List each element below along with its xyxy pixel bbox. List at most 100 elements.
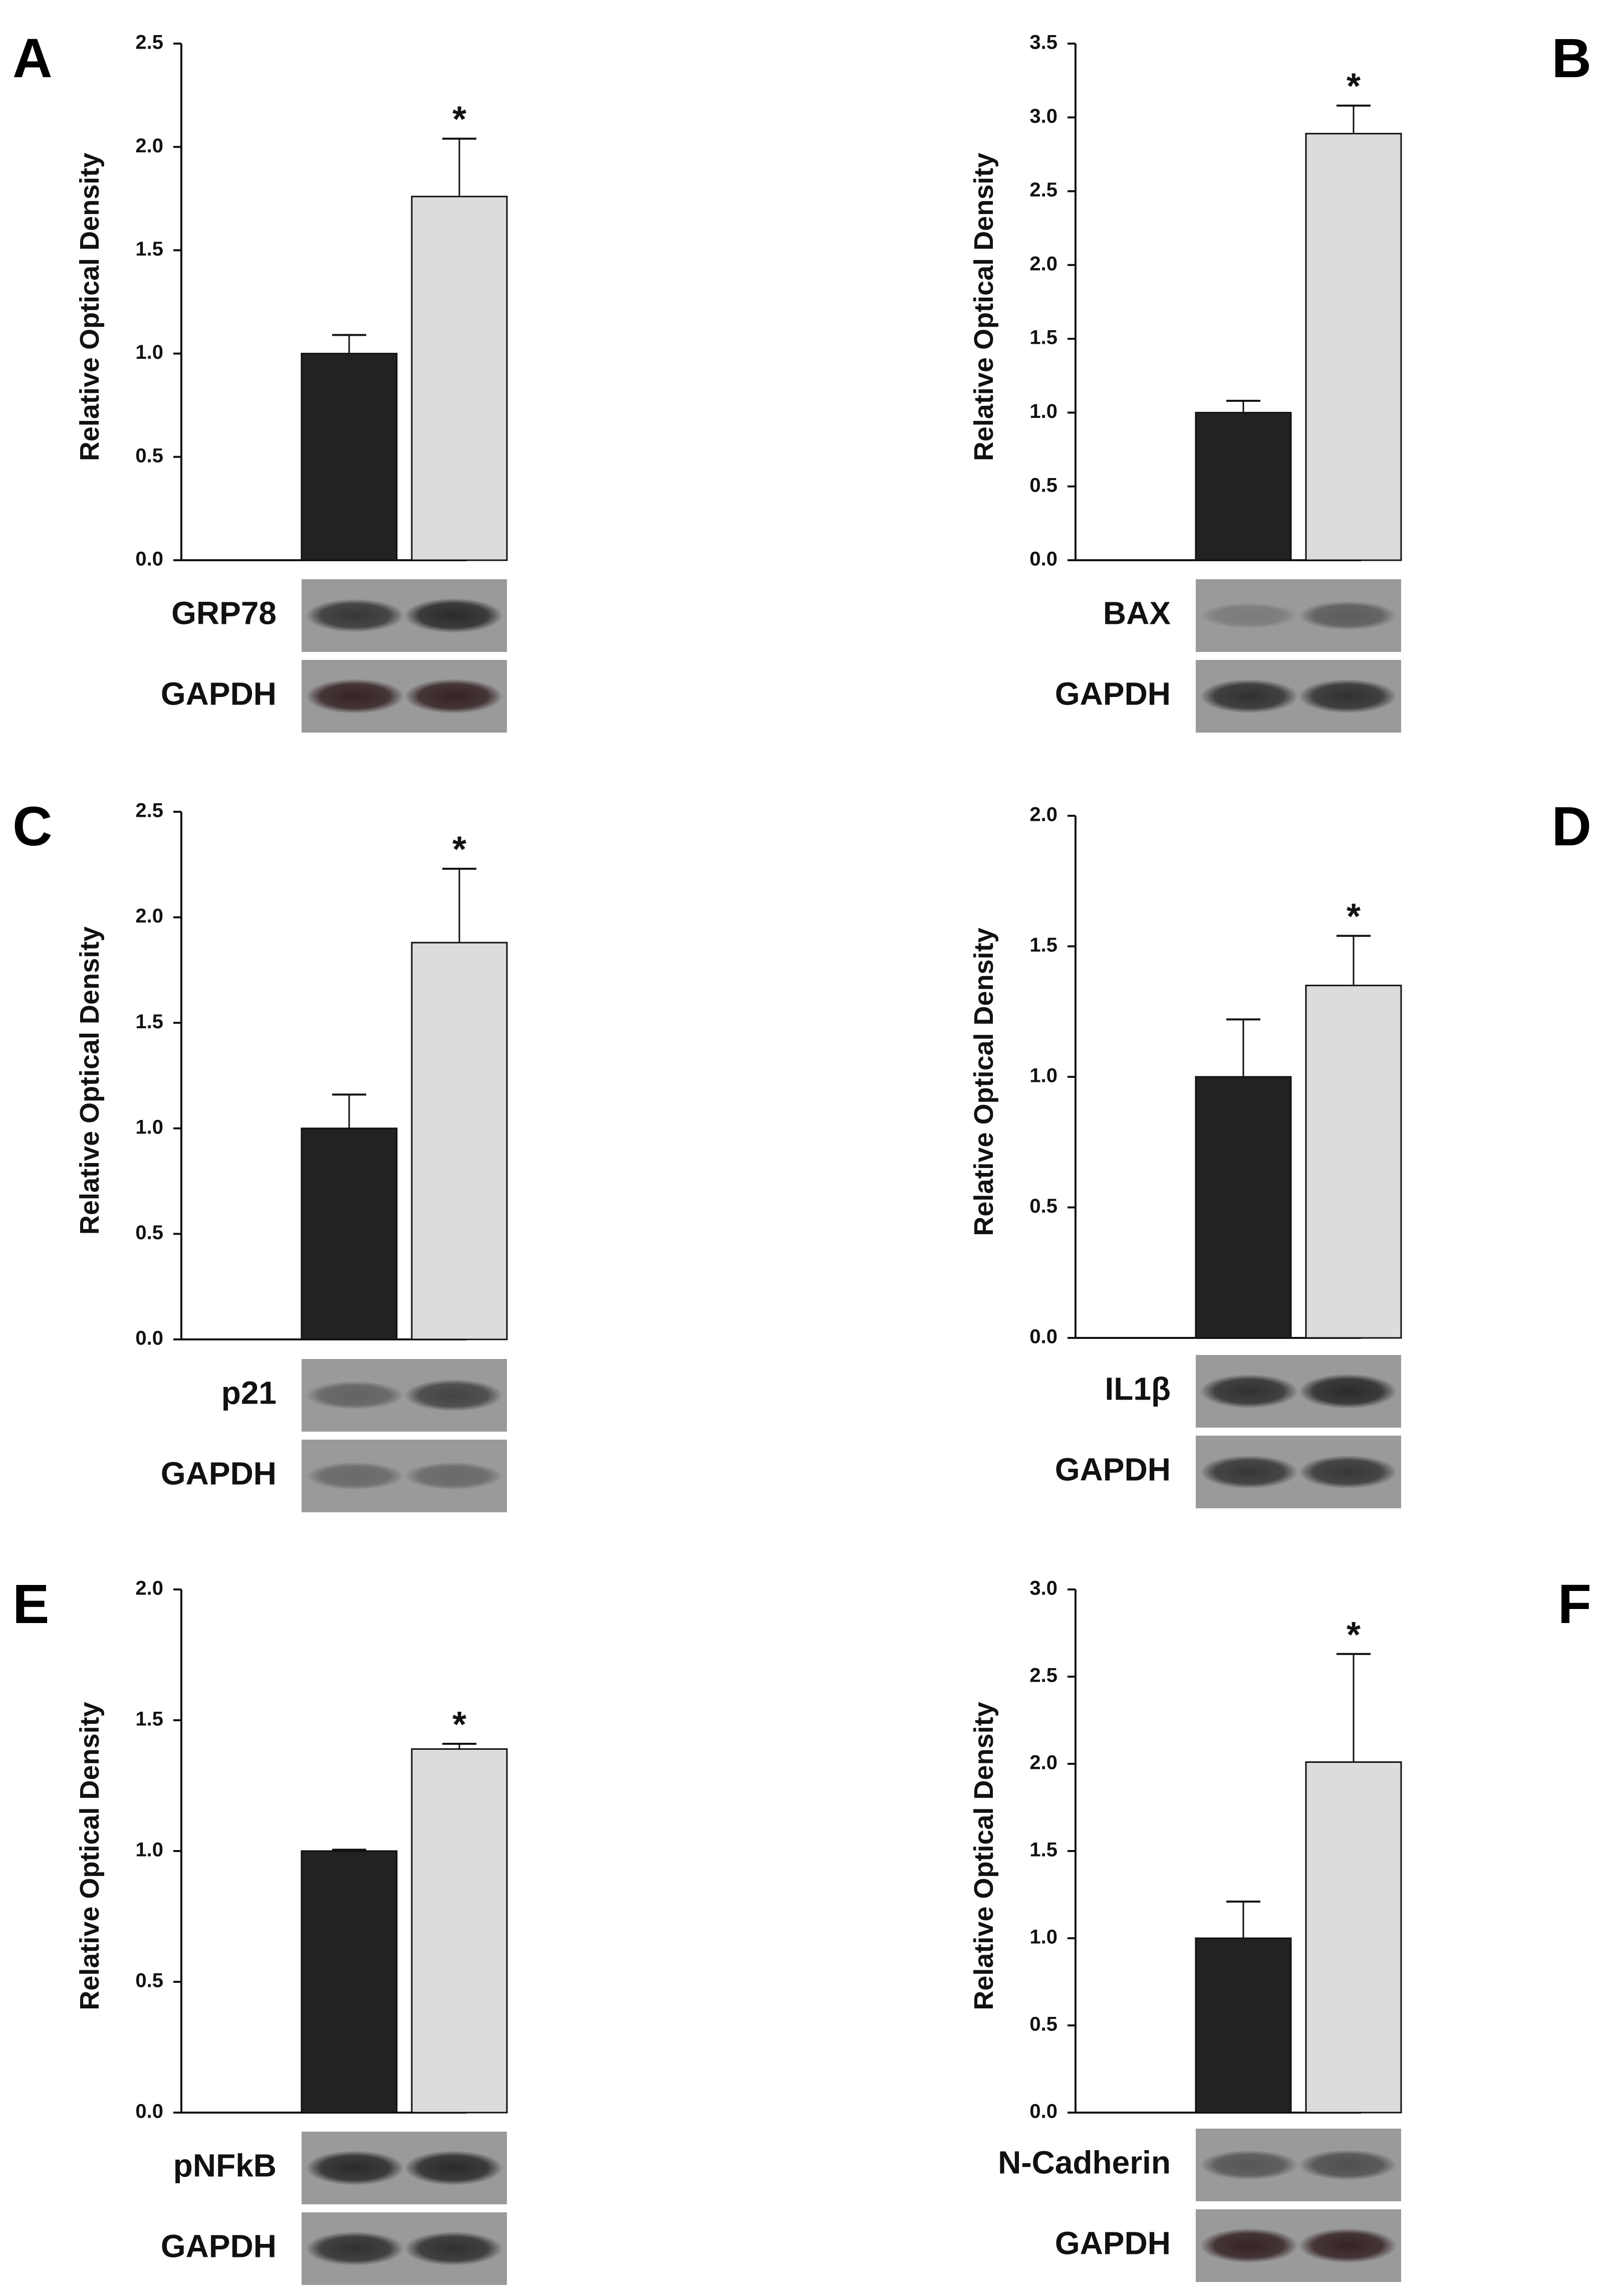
blot-band-treated [1298,601,1397,630]
blot-band-treated [404,1462,503,1490]
y-tick-label: 0.0 [1029,1326,1057,1348]
blot-label: GAPDH [1055,1451,1171,1487]
blot-band-control [1200,679,1298,714]
panel-e: E 0.0 0.5 1.0 1.5 2.0 Relative Optical Density… [13,1573,508,2285]
y-tick-label: 2.5 [135,800,163,822]
y-tick-label: 0.0 [1029,2101,1057,2123]
blot-band-treated [1298,2228,1397,2263]
y-tick-label: 2.0 [1029,804,1057,826]
y-axis-title: Relative Optical Density [75,927,105,1235]
blot-label: GAPDH [1055,2225,1171,2261]
y-tick-label: 2.0 [1029,253,1057,275]
panel-letter: B [1552,28,1591,89]
y-tick-label: 2.0 [135,1577,163,1599]
panel-d: D 0.0 0.5 1.0 1.5 2.0 Relative Optical Density… [969,796,1591,1508]
y-tick-label: 2.5 [135,32,163,54]
y-tick-label: 1.5 [1029,327,1057,349]
y-axis-title: Relative Optical Density [75,1702,105,2010]
blot-band-treated [404,678,503,714]
blot-band-treated [1298,1373,1397,1409]
blot-band-control [1200,2228,1298,2263]
bar-control [1195,1937,1292,2114]
blot-band-treated [404,2231,503,2266]
y-tick-label: 0.0 [135,2101,163,2123]
y-axis-title: Relative Optical Density [969,1702,999,2010]
y-tick-label: 0.0 [135,1327,163,1349]
y-tick-label: 3.0 [1029,1577,1057,1599]
y-tick-label: 0.5 [135,444,163,467]
blot-label: N-Cadherin [998,2144,1171,2180]
y-tick-label: 1.0 [135,341,163,363]
y-tick-label: 1.5 [1029,1839,1057,1861]
y-tick-label: 1.0 [1029,400,1057,422]
bar-control [301,353,398,561]
blot-band-control [1200,1455,1298,1489]
blot-band-treated [404,1379,503,1412]
y-axis-title: Relative Optical Density [75,153,105,461]
panel-letter: C [13,796,52,857]
bar-treated [411,942,508,1340]
y-tick-label: 0.5 [135,1970,163,1992]
blot-band-control [306,1462,404,1490]
blot-band-treated [404,598,503,633]
y-tick-label: 3.0 [1029,105,1057,127]
bar-control [301,1127,398,1340]
significance-marker: * [452,830,466,870]
y-tick-label: 1.0 [1029,1065,1057,1087]
blot-band-control [306,1381,404,1410]
y-tick-label: 1.0 [135,1839,163,1861]
y-tick-label: 0.5 [1029,1195,1057,1217]
blot-band-treated [1298,2150,1397,2180]
blot-label: IL1β [1105,1370,1171,1407]
blot-band-treated [1298,1455,1397,1489]
y-tick-label: 3.5 [1029,32,1057,54]
y-tick-label: 0.0 [1029,548,1057,570]
blot-label: GAPDH [1055,675,1171,712]
y-tick-label: 1.0 [1029,1926,1057,1948]
bar-control [301,1850,398,2114]
y-tick-label: 2.5 [1029,179,1057,201]
panel-letter: A [13,28,52,89]
panel-a: A 0.0 0.5 1.0 1.5 2.0 2.5 Relative Optical Dens… [13,28,508,733]
blot-band-control [306,599,404,632]
panel-letter: F [1558,1573,1591,1635]
panel-c: C 0.0 0.5 1.0 1.5 2.0 2.5 Relative Optical Dens… [13,796,508,1512]
blot-band-treated [1298,679,1397,714]
blot-band-control [306,678,404,714]
bar-treated [1305,985,1402,1339]
blot-label: GAPDH [161,2228,277,2264]
bar-control [1195,411,1292,561]
y-tick-label: 1.0 [135,1116,163,1138]
bar-treated [1305,1761,1402,2114]
blot-band-control [306,2231,404,2266]
bar-treated [411,1748,508,2114]
y-tick-label: 0.0 [135,548,163,570]
y-tick-label: 0.5 [135,1222,163,1244]
blot-band-treated [404,2150,503,2186]
significance-marker: * [1347,67,1361,107]
y-tick-label: 2.0 [135,905,163,927]
y-tick-label: 2.0 [1029,1752,1057,1774]
y-tick-label: 0.5 [1029,2013,1057,2035]
bar-treated [1305,133,1402,561]
panel-f: F 0.0 0.5 1.0 1.5 2.0 2.5 3.0 Relative Optical D… [969,1573,1591,2282]
panel-letter: D [1552,796,1591,857]
blot-band-control [1200,2150,1298,2180]
y-tick-label: 1.5 [135,1708,163,1730]
bar-control [1195,1076,1292,1339]
blot-band-control [1200,1374,1298,1409]
significance-marker: * [1347,897,1361,937]
blot-label: p21 [221,1374,277,1411]
bar-treated [411,195,508,561]
blot-label: GAPDH [161,675,277,712]
y-tick-label: 1.5 [135,1011,163,1033]
y-tick-label: 0.5 [1029,474,1057,496]
blot-label: GRP78 [171,595,277,631]
significance-marker: * [452,100,466,140]
y-tick-label: 1.5 [135,238,163,260]
blot-label: pNFkB [173,2147,277,2183]
blot-band-control [306,2150,404,2186]
blot-band-control [1200,603,1298,628]
blot-label: BAX [1103,595,1171,631]
